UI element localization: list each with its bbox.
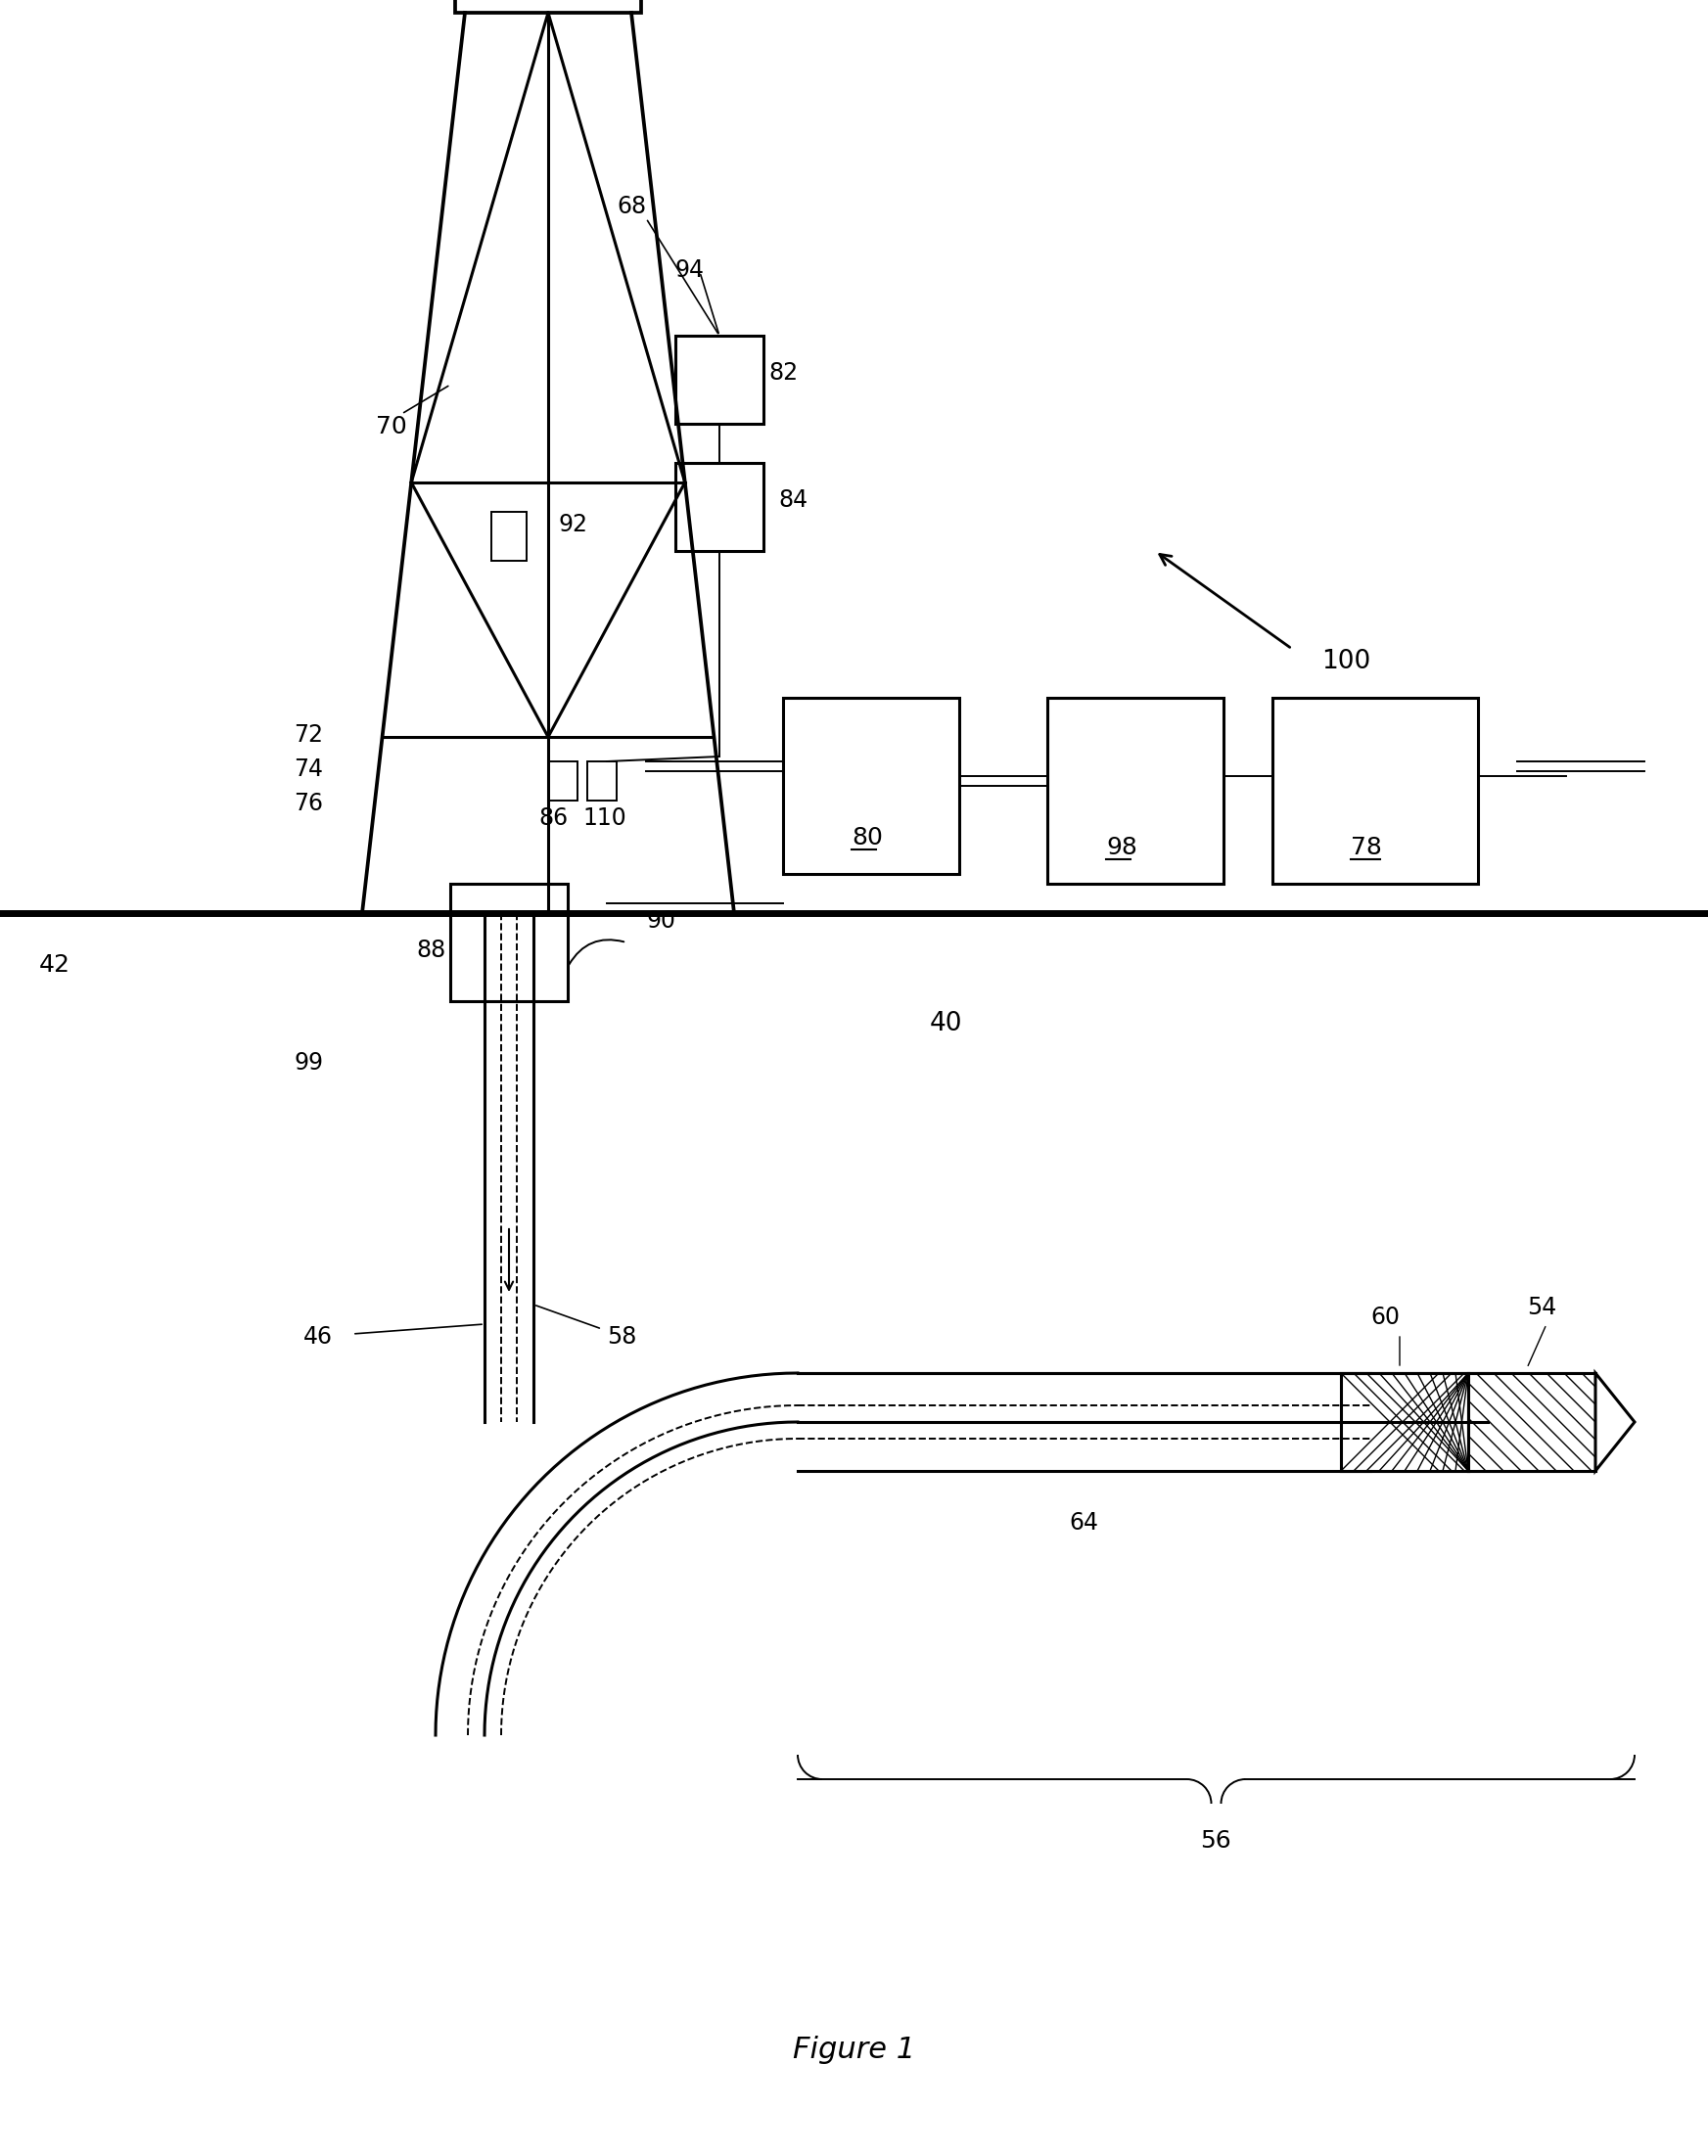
Bar [548, 761, 577, 800]
Text: 84: 84 [779, 489, 808, 511]
Bar [675, 336, 763, 425]
Text: 58: 58 [606, 1326, 637, 1350]
Polygon shape [1595, 1373, 1635, 1470]
Text: 46: 46 [304, 1326, 333, 1350]
Bar [492, 511, 526, 561]
Text: 54: 54 [1527, 1296, 1556, 1319]
Text: 94: 94 [675, 259, 705, 282]
Text: 78: 78 [1351, 837, 1382, 860]
Text: 68: 68 [617, 194, 646, 218]
Text: 80: 80 [852, 826, 883, 849]
Text: 99: 99 [294, 1052, 323, 1074]
Bar [454, 0, 640, 13]
Text: 72: 72 [294, 722, 323, 746]
Bar [1047, 699, 1223, 884]
Text: 98: 98 [1107, 837, 1138, 860]
Text: 74: 74 [294, 757, 323, 780]
Text: 100: 100 [1322, 649, 1370, 675]
Text: 90: 90 [646, 910, 675, 934]
Bar [1341, 1373, 1469, 1470]
Bar [1469, 1373, 1595, 1470]
Bar [451, 884, 567, 1000]
Bar [675, 464, 763, 552]
Text: Figure 1: Figure 1 [793, 2035, 915, 2063]
Bar [782, 699, 960, 873]
Text: 64: 64 [1069, 1511, 1098, 1535]
Text: 86: 86 [538, 806, 567, 830]
Text: 76: 76 [294, 791, 323, 815]
Text: 56: 56 [1201, 1828, 1231, 1852]
Bar [1272, 699, 1477, 884]
Text: 40: 40 [929, 1011, 963, 1037]
Text: 70: 70 [376, 414, 407, 438]
Text: 60: 60 [1370, 1307, 1399, 1328]
Text: 88: 88 [417, 938, 446, 962]
Text: 42: 42 [39, 953, 70, 977]
Text: 82: 82 [769, 360, 798, 384]
Text: 92: 92 [559, 513, 588, 537]
Bar [1469, 1373, 1595, 1470]
Bar [1341, 1373, 1469, 1470]
Text: 110: 110 [582, 806, 627, 830]
Bar [588, 761, 617, 800]
